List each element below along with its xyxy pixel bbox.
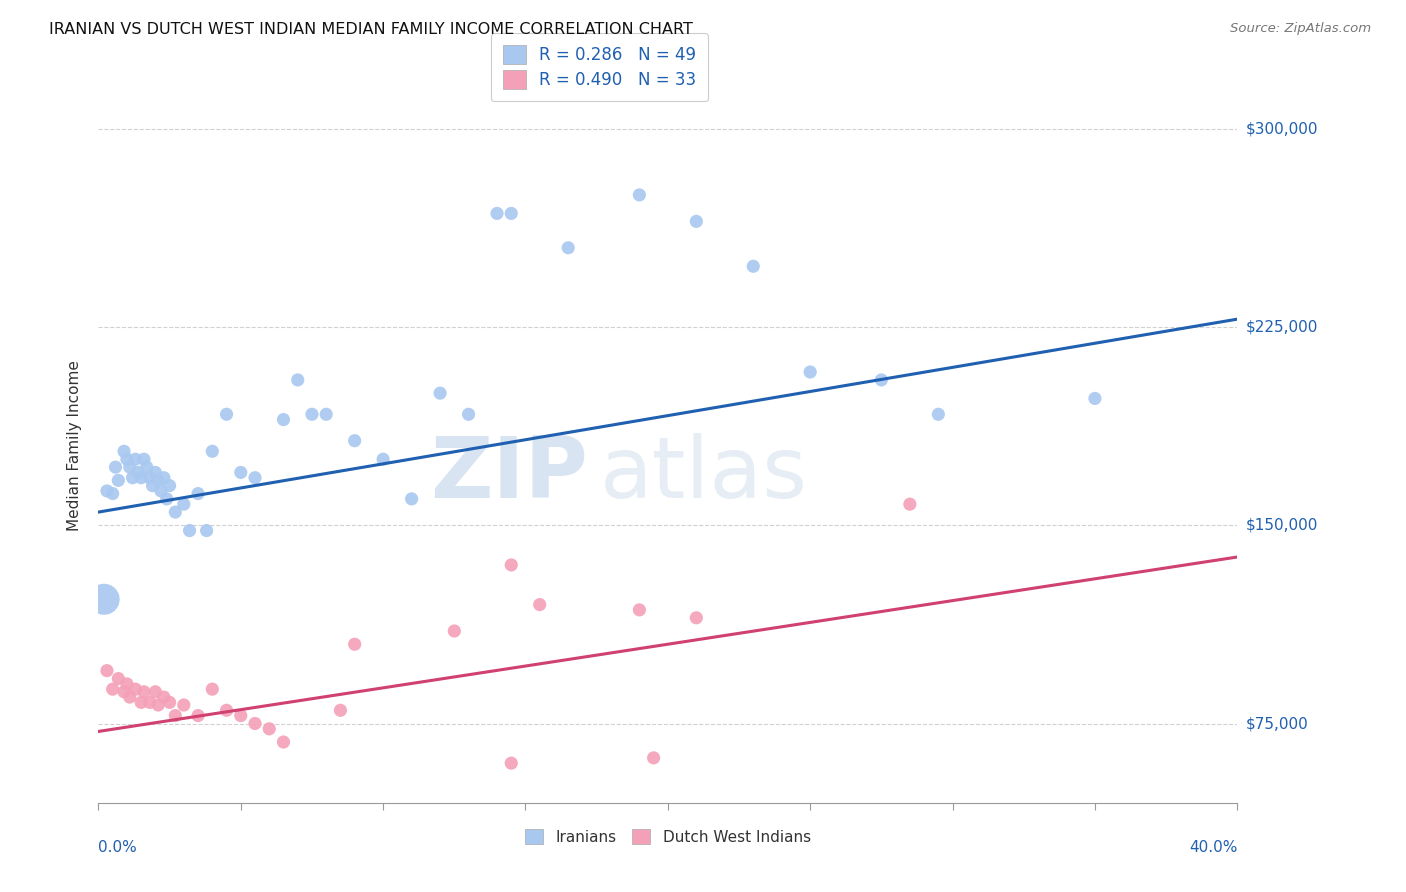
Point	[153, 690, 176, 704]
Point	[628, 603, 651, 617]
Point	[501, 558, 523, 572]
Point	[401, 491, 423, 506]
Point	[1084, 392, 1107, 406]
Point	[329, 703, 352, 717]
Point	[165, 708, 187, 723]
Text: $300,000: $300,000	[1246, 121, 1317, 136]
Point	[187, 486, 209, 500]
Point	[501, 756, 523, 771]
Point	[145, 466, 167, 480]
Point	[243, 471, 266, 485]
Point	[159, 478, 181, 492]
Point	[501, 206, 523, 220]
Point	[557, 241, 579, 255]
Point	[229, 466, 252, 480]
Point	[132, 685, 155, 699]
Point	[486, 206, 509, 220]
Point	[343, 434, 366, 448]
Text: $225,000: $225,000	[1246, 319, 1317, 334]
Point	[124, 682, 146, 697]
Text: 40.0%: 40.0%	[1189, 839, 1237, 855]
Point	[132, 452, 155, 467]
Point	[799, 365, 821, 379]
Text: $150,000: $150,000	[1246, 517, 1317, 533]
Point	[343, 637, 366, 651]
Text: Source: ZipAtlas.com: Source: ZipAtlas.com	[1230, 22, 1371, 36]
Text: $75,000: $75,000	[1246, 716, 1309, 731]
Point	[107, 672, 129, 686]
Point	[107, 474, 129, 488]
Point	[153, 471, 176, 485]
Point	[148, 474, 170, 488]
Point	[685, 214, 707, 228]
Point	[301, 407, 323, 421]
Point	[104, 460, 127, 475]
Point	[127, 466, 149, 480]
Point	[101, 486, 124, 500]
Point	[643, 751, 665, 765]
Legend: Iranians, Dutch West Indians: Iranians, Dutch West Indians	[517, 821, 818, 852]
Point	[96, 664, 118, 678]
Point	[742, 260, 765, 274]
Point	[201, 444, 224, 458]
Point	[443, 624, 465, 638]
Point	[685, 611, 707, 625]
Point	[371, 452, 394, 467]
Point	[287, 373, 309, 387]
Point	[93, 592, 115, 607]
Point	[315, 407, 337, 421]
Point	[628, 188, 651, 202]
Point	[115, 677, 138, 691]
Point	[259, 722, 281, 736]
Point	[457, 407, 479, 421]
Point	[124, 452, 146, 467]
Point	[201, 682, 224, 697]
Point	[118, 460, 141, 475]
Point	[129, 695, 152, 709]
Point	[898, 497, 921, 511]
Point	[870, 373, 893, 387]
Text: atlas: atlas	[599, 433, 807, 516]
Point	[101, 682, 124, 697]
Point	[112, 685, 135, 699]
Point	[159, 695, 181, 709]
Point	[150, 483, 173, 498]
Point	[229, 708, 252, 723]
Point	[145, 685, 167, 699]
Point	[429, 386, 451, 401]
Point	[115, 452, 138, 467]
Point	[138, 471, 160, 485]
Point	[148, 698, 170, 712]
Text: ZIP: ZIP	[430, 433, 588, 516]
Point	[179, 524, 201, 538]
Point	[215, 703, 238, 717]
Point	[273, 735, 295, 749]
Point	[129, 471, 152, 485]
Y-axis label: Median Family Income: Median Family Income	[67, 360, 83, 532]
Point	[215, 407, 238, 421]
Point	[173, 698, 195, 712]
Point	[156, 491, 179, 506]
Point	[173, 497, 195, 511]
Point	[121, 471, 143, 485]
Point	[243, 716, 266, 731]
Point	[187, 708, 209, 723]
Point	[112, 444, 135, 458]
Point	[118, 690, 141, 704]
Point	[195, 524, 218, 538]
Point	[96, 483, 118, 498]
Text: 0.0%: 0.0%	[98, 839, 138, 855]
Point	[273, 412, 295, 426]
Point	[529, 598, 551, 612]
Point	[141, 478, 163, 492]
Point	[135, 460, 157, 475]
Point	[138, 695, 160, 709]
Text: IRANIAN VS DUTCH WEST INDIAN MEDIAN FAMILY INCOME CORRELATION CHART: IRANIAN VS DUTCH WEST INDIAN MEDIAN FAMI…	[49, 22, 693, 37]
Point	[927, 407, 949, 421]
Point	[165, 505, 187, 519]
